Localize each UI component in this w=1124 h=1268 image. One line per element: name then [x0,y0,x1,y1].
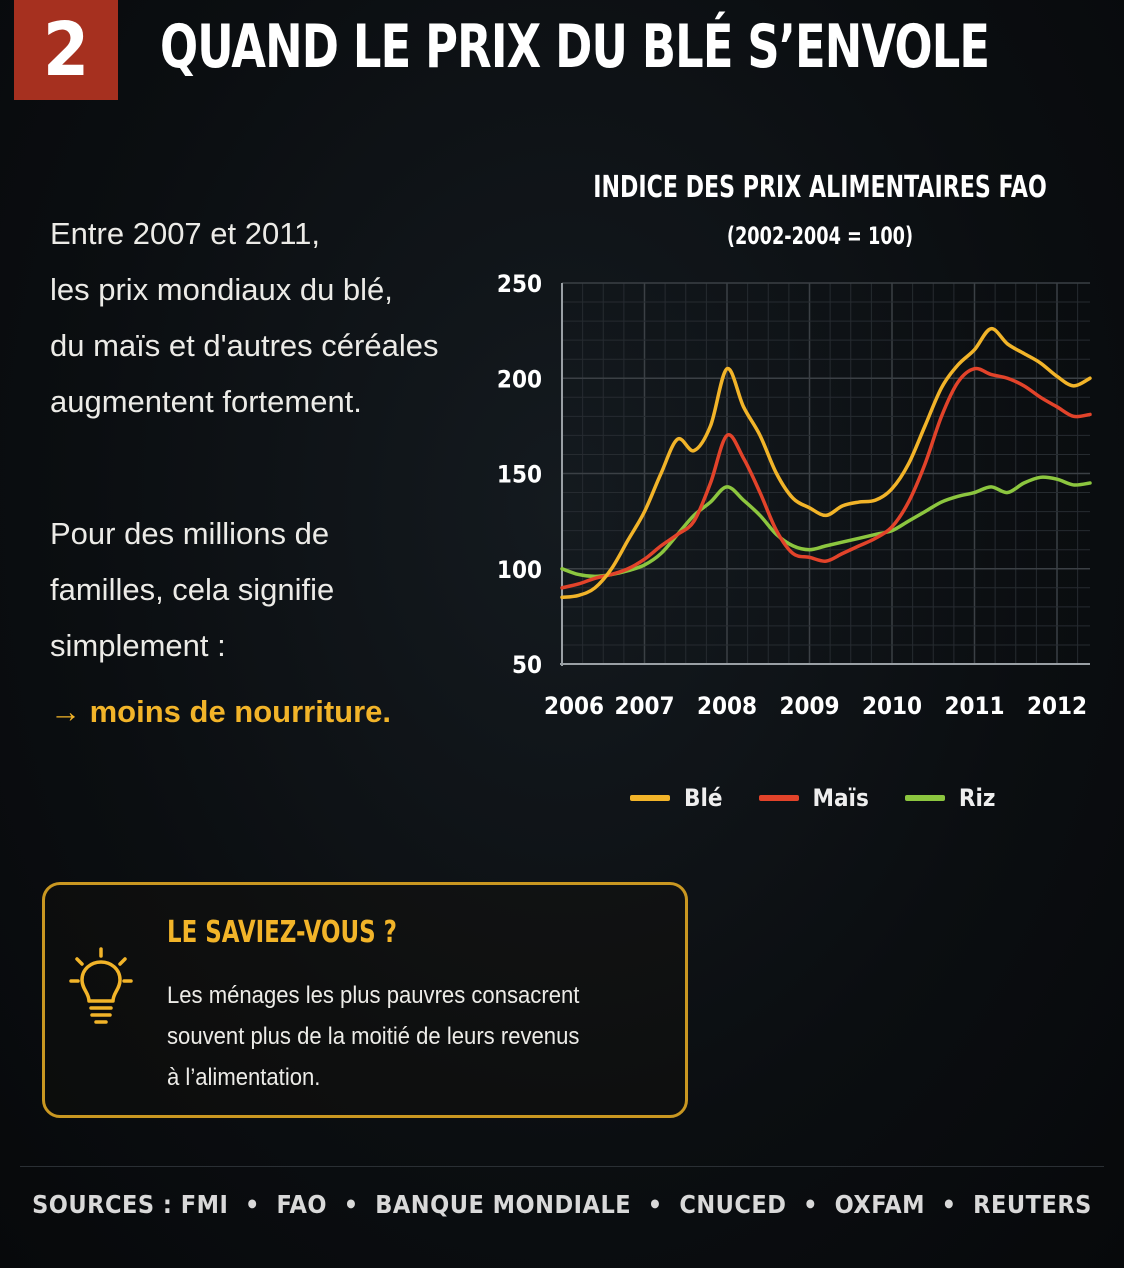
series-line-mais [560,366,1092,590]
intro-text: Entre 2007 et 2011, les prix mondiaux du… [50,206,490,430]
x-tick-label: 2008 [697,692,757,720]
chart-legend: Blé Maïs Riz [630,784,995,812]
series-line-riz [560,475,1092,579]
tip-title: LE SAVIEZ-VOUS ? [167,915,397,950]
tip-text: Les ménages les plus pauvres consacrent … [167,975,682,1098]
legend-item-ble: Blé [630,784,723,812]
did-you-know-box: LE SAVIEZ-VOUS ? Les ménages les plus pa… [42,882,688,1118]
legend-swatch-riz [904,795,945,801]
chart-subtitle: (2002-2004 = 100) [726,222,914,250]
legend-swatch-ble [630,795,670,801]
consequence-line: familles, cela signifie [50,572,335,607]
sources-footer: SOURCES : FMI • FAO • BANQUE MONDIALE • … [32,1190,1092,1219]
consequence-highlight: → moins de nourriture. [50,694,392,729]
tip-line: Les ménages les plus pauvres consacrent [167,982,580,1009]
lightbulb-icon [69,947,133,1024]
intro-line: augmentent fortement. [50,384,362,419]
y-tick-label: 150 [497,461,542,489]
tip-line: à l’alimentation. [167,1064,321,1091]
page-title: QUAND LE PRIX DU BLÉ S’ENVOLE [160,12,990,82]
y-tick-label: 200 [497,365,542,393]
y-tick-label: 100 [497,556,542,584]
legend-label-ble: Blé [684,784,723,812]
y-tick-label: 50 [512,651,542,679]
intro-line: Entre 2007 et 2011, [50,216,321,251]
legend-label-mais: Maïs [812,784,869,812]
footer-divider [20,1166,1104,1167]
series-line-ble [560,326,1092,600]
x-tick-label: 2007 [614,692,674,720]
tip-line: souvent plus de la moitié de leurs reven… [167,1023,580,1050]
x-tick-label: 2010 [862,692,922,720]
y-tick-label: 250 [497,270,542,298]
consequence-line: simplement : [50,628,226,663]
legend-label-riz: Riz [958,784,996,812]
consequence-text: Pour des millions de familles, cela sign… [50,506,490,740]
x-tick-label: 2011 [944,692,1004,720]
section-number: 2 [42,7,90,93]
x-tick-label: 2009 [779,692,839,720]
legend-swatch-mais [758,795,799,801]
x-tick-label: 2006 [544,692,604,720]
intro-line: les prix mondiaux du blé, [50,272,393,307]
section-number-badge: 2 [14,0,118,100]
legend-item-riz: Riz [904,784,996,812]
x-tick-label: 2012 [1027,692,1087,720]
intro-line: du maïs et d'autres céréales [50,328,439,363]
consequence-line: Pour des millions de [50,516,330,551]
legend-item-mais: Maïs [758,784,869,812]
chart-title: INDICE DES PRIX ALIMENTAIRES FAO [593,170,1047,205]
